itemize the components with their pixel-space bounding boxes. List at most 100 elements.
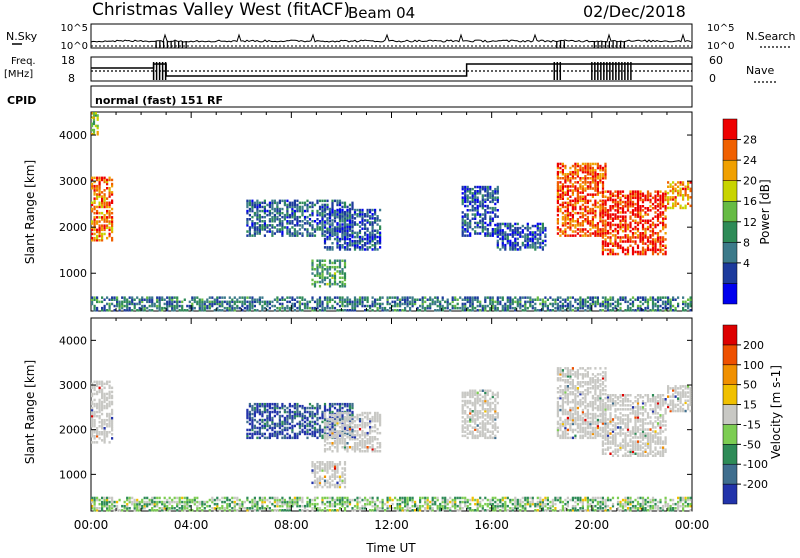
heatmap-cell — [462, 211, 464, 214]
heatmap-cell — [514, 227, 516, 230]
heatmap-cell — [627, 224, 629, 227]
heatmap-cell — [299, 224, 301, 227]
heatmap-cell — [602, 240, 604, 243]
heatmap-cell — [622, 230, 624, 233]
heatmap-cell — [311, 272, 313, 275]
heatmap-cell — [489, 296, 491, 299]
heatmap-cell — [96, 415, 98, 418]
heatmap-cell — [349, 209, 351, 212]
heatmap-cell — [251, 220, 253, 223]
heatmap-cell — [246, 305, 248, 308]
heatmap-cell — [336, 303, 338, 306]
heatmap-cell — [557, 163, 559, 166]
heatmap-cell — [680, 188, 682, 191]
heatmap-cell — [214, 309, 216, 312]
heatmap-cell — [339, 426, 341, 429]
heatmap-cell — [374, 448, 376, 451]
heatmap-cell — [464, 303, 466, 306]
heatmap-cell — [354, 236, 356, 239]
heatmap-cell — [301, 202, 303, 205]
heatmap-cell — [311, 262, 313, 265]
heatmap-cell — [379, 232, 381, 235]
heatmap-cell — [311, 431, 313, 434]
heatmap-cell — [334, 200, 336, 203]
heatmap-cell — [527, 307, 529, 310]
heatmap-cell — [166, 296, 168, 299]
heatmap-cell — [614, 305, 616, 308]
heatmap-cell — [321, 429, 323, 432]
heatmap-cell — [276, 423, 278, 426]
heatmap-cell — [274, 208, 276, 211]
heatmap-cell — [91, 407, 93, 410]
heatmap-cell — [489, 192, 491, 195]
heatmap-cell — [284, 299, 286, 302]
heatmap-cell — [339, 238, 341, 241]
heatmap-cell — [537, 238, 539, 241]
heatmap-cell — [634, 240, 636, 243]
heatmap-cell — [266, 437, 268, 440]
heatmap-cell — [377, 438, 379, 441]
heatmap-cell — [106, 303, 108, 306]
heatmap-cell — [594, 163, 596, 166]
heatmap-cell — [271, 230, 273, 233]
heatmap-cell — [254, 299, 256, 302]
heatmap-cell — [241, 296, 243, 299]
heatmap-cell — [289, 228, 291, 231]
heatmap-cell — [497, 392, 499, 395]
heatmap-cell — [492, 194, 494, 197]
heatmap-cell — [469, 296, 471, 299]
heatmap-cell — [109, 210, 111, 213]
heatmap-cell — [609, 236, 611, 239]
heatmap-cell — [462, 404, 464, 407]
heatmap-cell — [334, 440, 336, 443]
heatmap-cell — [101, 233, 103, 236]
heatmap-cell — [592, 163, 594, 166]
heatmap-cell — [477, 296, 479, 299]
heatmap-cell — [364, 296, 366, 299]
heatmap-cell — [144, 299, 146, 302]
heatmap-cell — [644, 207, 646, 210]
heatmap-cell — [499, 296, 501, 299]
heatmap-cell — [619, 197, 621, 200]
heatmap-cell — [670, 207, 672, 210]
heatmap-cell — [402, 296, 404, 299]
heatmap-cell — [286, 226, 288, 229]
heatmap-cell — [557, 296, 559, 299]
heatmap-cell — [665, 232, 667, 235]
heatmap-cell — [369, 418, 371, 421]
heatmap-cell — [524, 246, 526, 249]
heatmap-cell — [326, 283, 328, 286]
heatmap-cell — [259, 427, 261, 430]
nsearch-label: N.Search — [746, 30, 796, 43]
heatmap-cell — [564, 185, 566, 188]
heatmap-cell — [462, 215, 464, 218]
heatmap-cell — [622, 205, 624, 208]
heatmap-cell — [652, 217, 654, 220]
heatmap-cell — [104, 305, 106, 308]
heatmap-cell — [579, 177, 581, 180]
heatmap-cell — [467, 186, 469, 189]
heatmap-cell — [351, 420, 353, 423]
heatmap-cell — [604, 163, 606, 166]
heatmap-cell — [642, 193, 644, 196]
heatmap-cell — [346, 296, 348, 299]
heatmap-cell — [602, 309, 604, 312]
heatmap-cell — [612, 296, 614, 299]
heatmap-cell — [339, 305, 341, 308]
colorbar-swatch — [723, 181, 737, 202]
heatmap-cell — [599, 303, 601, 306]
heatmap-cell — [587, 177, 589, 180]
heatmap-cell — [324, 283, 326, 286]
heatmap-cell — [472, 426, 474, 429]
heatmap-cell — [622, 236, 624, 239]
heatmap-cell — [336, 270, 338, 273]
heatmap-cell — [584, 196, 586, 199]
heatmap-cell — [114, 309, 116, 312]
heatmap-cell — [587, 296, 589, 299]
heatmap-cell — [564, 206, 566, 209]
heatmap-cell — [196, 301, 198, 304]
heatmap-cell — [309, 403, 311, 406]
heatmap-cell — [604, 196, 606, 199]
heatmap-cell — [629, 222, 631, 225]
heatmap-cell — [685, 192, 687, 195]
